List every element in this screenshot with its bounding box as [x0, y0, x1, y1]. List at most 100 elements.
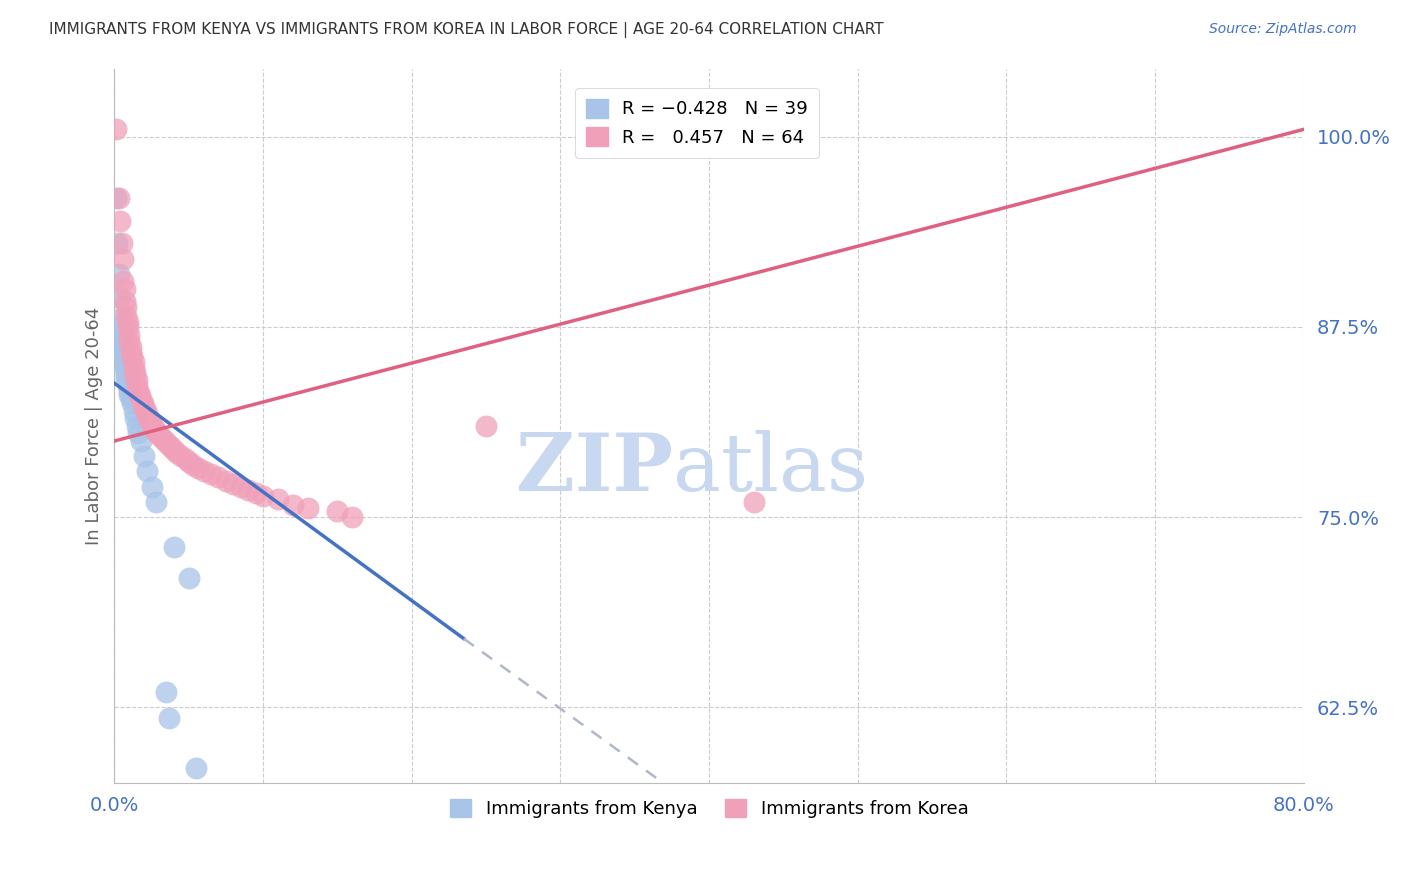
Point: [112, 274, 135, 288]
Point: [238, 483, 260, 497]
Point: [145, 495, 167, 509]
Point: [118, 388, 141, 402]
Point: [153, 434, 176, 448]
Text: atlas: atlas: [673, 430, 869, 508]
Point: [112, 343, 135, 357]
Point: [114, 355, 136, 369]
Point: [281, 498, 304, 512]
Point: [139, 414, 162, 428]
Point: [115, 366, 138, 380]
Point: [245, 485, 267, 500]
Point: [117, 379, 139, 393]
Point: [177, 455, 200, 469]
Point: [166, 446, 188, 460]
Point: [136, 464, 159, 478]
Point: [124, 411, 146, 425]
Point: [121, 396, 143, 410]
Point: [110, 312, 132, 326]
Point: [110, 213, 132, 227]
Point: [114, 282, 136, 296]
Point: [125, 379, 148, 393]
Point: [138, 411, 160, 425]
Point: [150, 431, 173, 445]
Point: [118, 327, 141, 342]
Point: [141, 480, 163, 494]
Point: [145, 425, 167, 439]
Point: [104, 122, 127, 136]
Point: [111, 335, 134, 350]
Text: ZIP: ZIP: [516, 430, 673, 508]
Point: [215, 474, 238, 488]
Point: [125, 373, 148, 387]
Point: [112, 346, 135, 360]
Point: [128, 388, 150, 402]
Point: [297, 500, 319, 515]
Point: [108, 191, 131, 205]
Point: [326, 504, 349, 518]
Point: [120, 346, 142, 360]
Point: [115, 300, 138, 314]
Point: [267, 491, 290, 506]
Point: [114, 361, 136, 376]
Text: Source: ZipAtlas.com: Source: ZipAtlas.com: [1209, 22, 1357, 37]
Point: [129, 392, 152, 407]
Point: [108, 267, 131, 281]
Point: [125, 418, 148, 433]
Point: [120, 392, 142, 406]
Point: [115, 310, 138, 324]
Point: [136, 408, 159, 422]
Point: [163, 541, 186, 555]
Point: [181, 458, 204, 473]
Point: [157, 711, 180, 725]
Point: [118, 335, 141, 350]
Point: [112, 340, 135, 354]
Point: [177, 571, 200, 585]
Point: [170, 449, 193, 463]
Point: [186, 761, 208, 775]
Point: [112, 351, 135, 365]
Point: [122, 403, 145, 417]
Point: [118, 384, 141, 398]
Point: [129, 434, 152, 448]
Text: IMMIGRANTS FROM KENYA VS IMMIGRANTS FROM KOREA IN LABOR FORCE | AGE 20-64 CORREL: IMMIGRANTS FROM KENYA VS IMMIGRANTS FROM…: [49, 22, 884, 38]
Point: [127, 384, 149, 398]
Point: [115, 368, 138, 383]
Point: [135, 403, 157, 417]
Point: [163, 443, 186, 458]
Point: [207, 470, 229, 484]
Point: [342, 510, 364, 524]
Point: [117, 315, 139, 329]
Point: [115, 373, 138, 387]
Point: [200, 467, 222, 482]
Point: [104, 191, 127, 205]
Point: [112, 252, 135, 266]
Point: [124, 366, 146, 380]
Point: [156, 437, 179, 451]
Point: [134, 449, 156, 463]
Point: [742, 495, 765, 509]
Point: [121, 351, 143, 365]
Point: [475, 418, 498, 433]
Point: [193, 464, 215, 478]
Point: [174, 452, 197, 467]
Point: [114, 294, 136, 309]
Point: [252, 489, 274, 503]
Point: [110, 320, 132, 334]
Point: [131, 396, 153, 410]
Point: [122, 355, 145, 369]
Point: [187, 461, 209, 475]
Y-axis label: In Labor Force | Age 20-64: In Labor Force | Age 20-64: [86, 307, 103, 545]
Point: [111, 327, 134, 342]
Point: [148, 428, 170, 442]
Point: [122, 361, 145, 376]
Point: [229, 480, 252, 494]
Point: [111, 330, 134, 344]
Point: [111, 236, 134, 251]
Point: [222, 476, 245, 491]
Point: [120, 340, 142, 354]
Point: [114, 358, 136, 372]
Point: [127, 426, 149, 441]
Point: [117, 376, 139, 391]
Point: [105, 236, 128, 251]
Point: [108, 289, 131, 303]
